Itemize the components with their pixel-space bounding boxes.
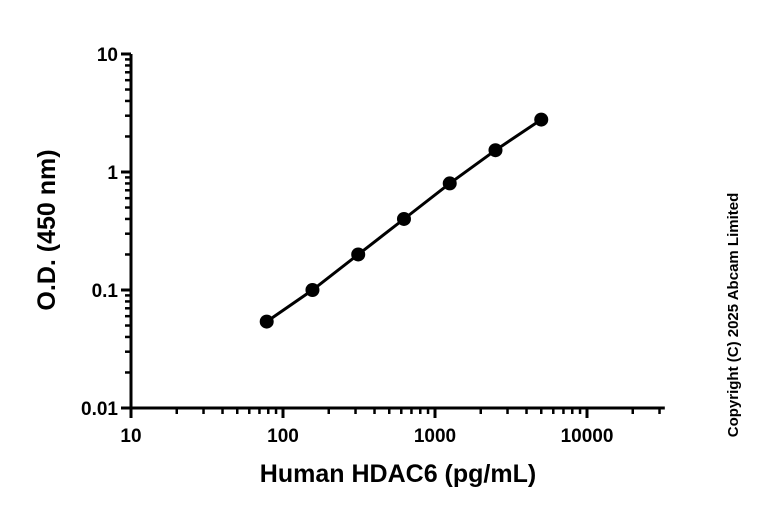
y-tick-label: 1 [107, 163, 118, 184]
data-point-marker [488, 143, 503, 158]
x-tick-label: 1000 [414, 426, 456, 447]
copyright-notice: Copyright (C) 2025 Abcam Limited [725, 193, 742, 437]
plot-area [259, 112, 549, 329]
data-point-marker [259, 314, 274, 329]
x-axis: 10 100 1000 10000 [120, 406, 665, 447]
y-axis-title: O.D. (450 nm) [33, 149, 61, 310]
data-point-marker [305, 283, 320, 297]
x-tick-label: 100 [267, 426, 299, 447]
x-tick-label: 10000 [561, 426, 614, 447]
x-axis-title: Human HDAC6 (pg/mL) [260, 460, 536, 488]
data-point-marker [396, 211, 411, 226]
data-point-marker [442, 176, 457, 191]
data-point-marker [534, 112, 549, 127]
y-axis: 0.01 0.1 1 10 [81, 45, 133, 420]
y-tick-label: 0.1 [92, 281, 119, 302]
y-tick-label: 10 [97, 45, 118, 66]
y-tick-label: 0.01 [81, 399, 118, 420]
data-point-marker [351, 247, 366, 262]
x-tick-label: 10 [120, 426, 141, 447]
